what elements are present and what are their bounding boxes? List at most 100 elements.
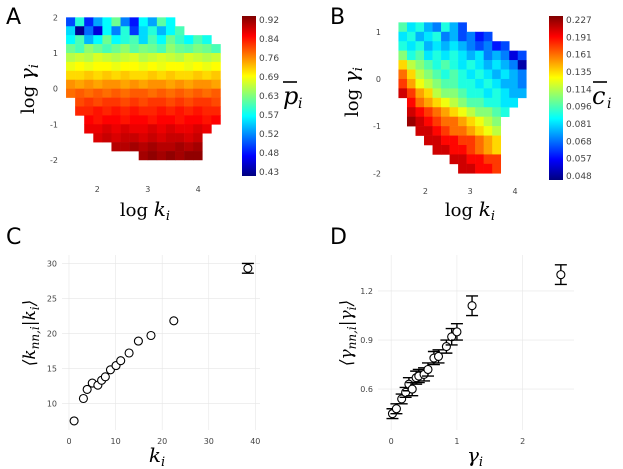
heatmap-cell-r3-c11	[165, 44, 176, 54]
heatmap-cell-r0-c0	[398, 22, 408, 33]
heatmap-cell-r2-c4	[432, 41, 442, 51]
heatmap-cell-r8-c3	[93, 88, 103, 98]
heatmap-cell-r2-c12	[175, 35, 185, 45]
heatmap-cell-r3-c6	[449, 50, 459, 61]
heatmap-cell-r1-c9	[147, 26, 158, 36]
heatmap-cell-r10-c13	[193, 106, 203, 116]
heatmap-cell-r2-c5	[111, 35, 121, 45]
y-tick-label: -1	[373, 122, 381, 131]
heatmap-cell-r13-c6	[147, 133, 158, 143]
heatmap-cell-r3-c9	[147, 44, 158, 54]
heatmap-cell-r6-c5	[111, 70, 121, 81]
heatmap-cell-r0-c6	[120, 17, 130, 27]
heatmap-cell-r8-c15	[202, 88, 212, 98]
heatmap-cell-r10-c11	[175, 106, 185, 116]
heatmap-cell-r8-c12	[175, 88, 185, 98]
heatmap-cell-r2-c8	[466, 41, 476, 51]
heatmap-cell-r14-c4	[483, 154, 493, 165]
heatmap-cell-r6-c4	[102, 70, 112, 81]
heatmap-cell-r2-c0	[398, 41, 408, 51]
heatmap-cell-r3-c3	[424, 50, 433, 61]
heatmap-cell-r5-c3	[424, 69, 433, 80]
heatmap-cell-r11-c4	[120, 115, 130, 125]
heatmap-cell-r11-c0	[415, 126, 425, 136]
colorbar-tick-label: 0.43	[259, 168, 279, 178]
heatmap-cell-r14-c3	[475, 154, 484, 165]
heatmap-cell-r0-c5	[441, 22, 450, 33]
heatmap-cell-r2-c7	[129, 35, 139, 45]
svg-text:i: i	[607, 96, 611, 112]
heatmap-cell-r4-c3	[424, 60, 433, 70]
heatmap-cell-r5-c1	[406, 69, 416, 80]
heatmap-cell-r6-c12	[175, 70, 185, 81]
heatmap-cell-r3-c10	[483, 50, 493, 61]
heatmap-cell-r3-c1	[406, 50, 416, 61]
heatmap-cell-r4-c13	[509, 60, 519, 70]
heatmap-cell-r11-c3	[441, 126, 450, 136]
y-tick-label: 0.9	[360, 336, 373, 345]
heatmap-cell-r5-c4	[432, 69, 442, 80]
heatmap-cell-r11-c9	[165, 115, 176, 125]
panel-letter-b: B	[330, 5, 345, 30]
heatmap-cell-r8-c7	[466, 97, 476, 108]
heatmap-cell-r9-c1	[84, 97, 94, 107]
heatmap-cell-r7-c2	[84, 79, 94, 89]
heatmap-cell-r10-c3	[102, 106, 112, 116]
heatmap-cell-r0-c7	[129, 17, 139, 27]
heatmap-cell-r14-c8	[184, 142, 194, 152]
heatmap-cell-r5-c12	[175, 61, 185, 72]
heatmap-cell-r11-c12	[193, 115, 203, 125]
y-tick-label: 0	[53, 85, 58, 94]
panel-b-x-axis-label: log ki	[445, 197, 495, 224]
heatmap-cell-r6-c9	[475, 78, 484, 89]
heatmap-cell-r11-c13	[202, 115, 212, 125]
heatmap-cell-r13-c1	[102, 133, 112, 143]
heatmap-cell-r4-c9	[147, 53, 158, 63]
heatmap-cell-r5-c16	[211, 61, 221, 72]
heatmap-cell-r10-c3	[432, 116, 442, 127]
heatmap-cell-r3-c3	[93, 44, 103, 54]
heatmap-cell-r6-c5	[441, 78, 450, 89]
svg-text:p: p	[283, 82, 298, 110]
heatmap-cell-r12-c9	[165, 124, 176, 134]
heatmap-cell-r12-c12	[193, 124, 203, 134]
heatmap-cell-r1-c7	[458, 31, 467, 42]
heatmap-cell-r4-c16	[211, 53, 221, 63]
heatmap-cell-r3-c6	[120, 44, 130, 54]
heatmap-cell-r4-c10	[156, 53, 167, 63]
heatmap-cell-r15-c4	[175, 151, 185, 161]
heatmap-cell-r8-c11	[165, 88, 176, 98]
heatmap-cell-r9-c7	[466, 107, 476, 117]
data-point	[407, 384, 417, 394]
heatmap-cell-r8-c8	[475, 97, 484, 108]
heatmap-cell-r4-c12	[175, 53, 185, 63]
heatmap-cell-r10-c12	[184, 106, 194, 116]
heatmap-cell-r2-c7	[458, 41, 467, 51]
heatmap-cell-r0-c9	[147, 17, 158, 27]
colorbar-tick-label: 0.92	[259, 16, 279, 26]
heatmap-cell-r2-c0	[66, 35, 76, 45]
heatmap-cell-r1-c9	[475, 31, 484, 42]
heatmap-cell-r9-c8	[475, 107, 484, 117]
panel-b-colorbar-ticks: 0.227 0.191 0.161 0.135 0.114 0.096 0.081 0.068…	[566, 16, 592, 182]
heatmap-cell-r10-c4	[111, 106, 121, 116]
panel-b-y-tick-labels: 1 0 -1 -2	[373, 28, 381, 179]
heatmap-cell-r1-c2	[84, 26, 94, 36]
heatmap-cell-r15-c6	[193, 151, 203, 161]
heatmap-cell-r4-c6	[449, 60, 459, 70]
heatmap-cell-r12-c3	[449, 135, 459, 146]
heatmap-cell-r5-c9	[147, 61, 158, 72]
panel-d-grid	[378, 255, 574, 430]
heatmap-cell-r5-c11	[165, 61, 176, 72]
heatmap-cell-r6-c0	[398, 78, 408, 89]
heatmap-cell-r5-c3	[93, 61, 103, 72]
heatmap-cell-r5-c12	[500, 69, 510, 80]
heatmap-cell-r9-c14	[202, 97, 212, 107]
x-tick-label: 3	[145, 185, 150, 194]
heatmap-cell-r12-c0	[424, 135, 433, 146]
heatmap-cell-r11-c5	[458, 126, 467, 136]
heatmap-cell-r6-c8	[466, 78, 476, 89]
heatmap-cell-r15-c3	[483, 163, 493, 174]
data-point	[69, 416, 79, 426]
heatmap-cell-r0-c5	[111, 17, 121, 27]
